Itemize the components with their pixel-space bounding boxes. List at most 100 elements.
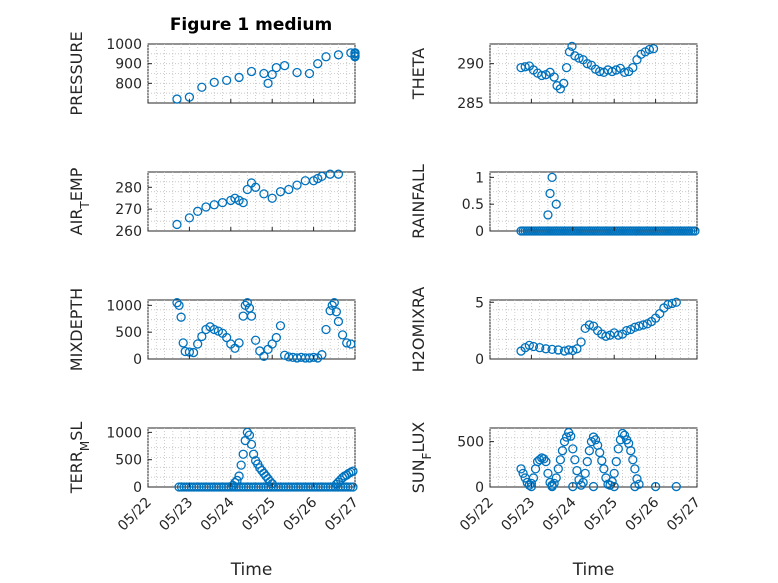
data-point [568,444,578,454]
plot-area [489,171,698,232]
data-point [644,44,655,55]
data-point [539,454,549,464]
data-point [217,197,228,208]
data-point [555,455,566,465]
x-tick-label: 05/23 [156,495,196,535]
data-point [567,41,577,52]
data-point [551,473,561,483]
data-point [350,48,360,58]
x-tick-label: 05/25 [239,495,279,535]
data-point [541,456,551,467]
data-point [308,352,319,363]
y-tick-label: 280 [115,180,142,196]
y-tick-label: 0 [475,480,484,496]
data-point [588,432,599,442]
data-point [621,325,632,336]
x-tick-label: 05/22 [115,495,155,535]
data-point [630,464,640,474]
data-point [248,449,259,459]
y-tick-label: 260 [115,224,142,240]
y-tick-label: 500 [115,325,142,341]
data-point [197,331,207,342]
subplot-air_temp: 260 270 280 AIRTEMP [67,167,356,240]
data-point [526,478,537,489]
data-point [634,321,644,331]
data-point [617,428,628,439]
x-axis-label: Time [230,560,273,580]
subplot-mixdepth: 0 500 1000 MIXDEPTH [67,288,356,371]
data-point [520,62,530,72]
data-point [333,50,344,60]
data-point [619,67,630,77]
x-tick-label: 05/22 [457,495,497,535]
plot-area [489,43,698,104]
data-point [650,481,661,492]
x-tick-label: 05/27 [322,495,362,535]
data-point [601,331,611,341]
data-point [518,468,528,479]
data-point [611,65,621,75]
data-point [172,219,182,230]
data-point [609,481,619,492]
data-point [690,226,700,236]
data-point [584,446,595,456]
data-point [238,449,248,459]
data-point [188,347,199,358]
data-point [242,427,253,438]
y-axis-label: PRESSURE [67,31,86,115]
data-point [607,476,617,487]
y-tick-label: 500 [457,435,484,451]
data-point [259,351,269,361]
y-tick-label: 0 [475,352,484,368]
data-point [250,335,261,345]
data-point [535,343,545,353]
data-point [222,75,232,86]
y-axis-label: THETA [409,48,428,100]
x-tick-label: 05/24 [540,494,580,534]
data-point [209,77,219,87]
y-tick-label: 1 [475,170,484,186]
data-point [626,446,636,456]
x-axis-label: Time [572,560,615,580]
data-point [580,468,590,479]
data-point [572,344,582,354]
data-point [267,69,277,80]
y-axis-label: H2OMIXRA [409,287,428,373]
data-point [535,455,545,465]
data-point [559,436,570,447]
data-point [174,300,184,311]
y-tick-label: 290 [457,57,484,73]
subplot-sun_flux: 0 500 05/22 05/23 05/24 05/25 05/26 05/27 SUNFLU… [409,422,704,580]
data-point [238,197,248,208]
y-tick-label: 270 [115,202,142,218]
data-point [234,72,244,83]
data-point [609,468,619,479]
data-point [543,468,553,479]
data-point [259,189,269,199]
data-point [553,464,563,474]
data-point [568,345,578,356]
y-tick-label: 800 [115,76,142,92]
data-point [547,481,557,492]
data-point [526,481,537,492]
data-point [663,299,673,310]
data-point [193,206,203,216]
y-tick-label: 5 [475,295,484,311]
x-tick-label: 05/23 [498,495,538,535]
data-point [524,480,534,490]
data-point [576,337,586,347]
data-point [566,431,576,441]
y-tick-label: 500 [115,453,142,469]
data-point [561,432,572,442]
data-point [578,477,588,488]
plot-area [147,43,356,104]
x-tick-label: 05/24 [198,494,238,534]
data-point [172,94,182,104]
y-axis-label: RAINFALL [409,164,428,239]
data-point [346,339,356,349]
data-point [267,193,277,203]
data-point [242,184,253,195]
data-point [607,66,617,77]
